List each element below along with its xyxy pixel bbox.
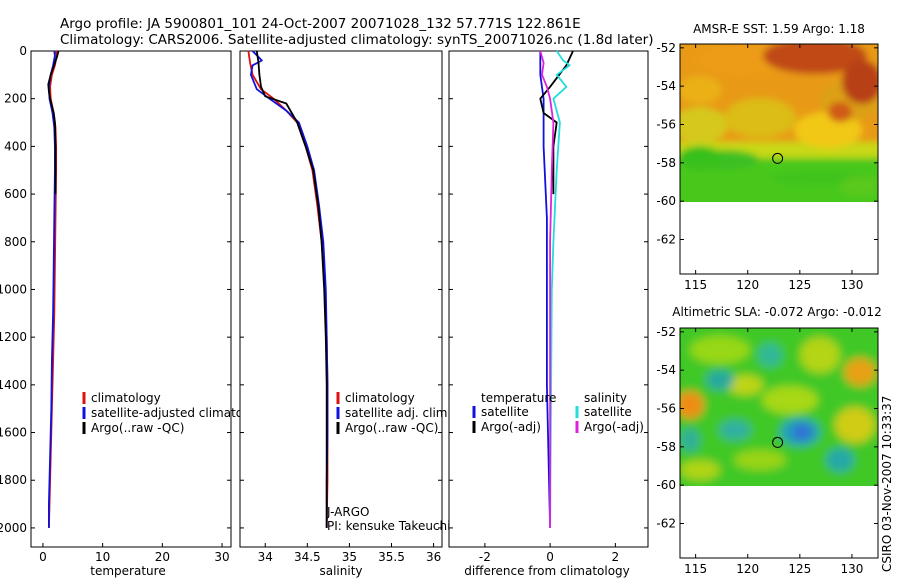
sla-map-title: Altimetric SLA: -0.072 Argo: -0.012 xyxy=(672,305,881,319)
salinity-xtick-label: 36 xyxy=(426,550,441,564)
difference-xtick-label: 2 xyxy=(612,550,620,564)
temperature-ytick-label: 400 xyxy=(4,139,27,153)
difference-legend-label: satellite xyxy=(584,405,632,419)
sst_map-xtick-label: 125 xyxy=(788,278,811,292)
sst-argo-location-marker xyxy=(772,152,784,164)
sla_map-xtick-label: 130 xyxy=(840,562,863,576)
sla-argo-location-marker xyxy=(772,436,784,448)
salinity-annotation-group: J-ARGO xyxy=(326,505,369,519)
temperature-ytick-label: 1200 xyxy=(0,330,27,344)
figure-title-line2: Climatology: CARS2006. Satellite-adjuste… xyxy=(60,32,653,48)
sla_map-xtick-label: 120 xyxy=(736,562,759,576)
sst_map-ytick-label: -54 xyxy=(656,79,676,93)
sla-map-panel: Altimetric SLA: -0.072 Argo: -0.012 xyxy=(656,305,881,576)
sla_map-ytick-label: -60 xyxy=(656,478,676,492)
temperature-ytick-label: 600 xyxy=(4,187,27,201)
temperature-series-2 xyxy=(47,50,60,195)
temperature-legend-label: Argo(..raw -QC) xyxy=(91,421,184,435)
sst-map-frame xyxy=(679,43,879,275)
salinity-series-2 xyxy=(255,50,328,528)
sla_map-xtick-label: 115 xyxy=(684,562,707,576)
temperature-ytick-label: 1400 xyxy=(0,378,27,392)
sst-map-title: AMSR-E SST: 1.59 Argo: 1.18 xyxy=(693,22,865,36)
temperature-xtick-label: 30 xyxy=(214,550,229,564)
salinity-xtick-label: 35 xyxy=(342,550,357,564)
credit-timestamp: CSIRO 03-Nov-2007 10:33:37 xyxy=(880,396,894,572)
sst_map-xtick-label: 120 xyxy=(736,278,759,292)
salinity-axes-frame xyxy=(239,50,443,548)
sla_map-ytick-label: -52 xyxy=(656,325,676,339)
sst-map-panel: AMSR-E SST: 1.59 Argo: 1.18 xyxy=(656,22,879,292)
temperature-axes-frame xyxy=(30,50,232,548)
difference-series-3 xyxy=(539,50,555,528)
temperature-xtick-label: 0 xyxy=(39,550,47,564)
temperature-ytick-label: 800 xyxy=(4,235,27,249)
sla_map-ytick-label: -54 xyxy=(656,363,676,377)
sla-map-frame xyxy=(679,327,879,559)
figure-title-line1: Argo profile: JA 5900801_101 24-Oct-2007… xyxy=(60,16,581,32)
temperature-ytick-label: 0 xyxy=(19,44,27,58)
sst_map-xtick-label: 115 xyxy=(684,278,707,292)
sla_map-ytick-label: -58 xyxy=(656,440,676,454)
difference-legend-heading: salinity xyxy=(584,391,627,405)
sla_map-xtick-label: 125 xyxy=(788,562,811,576)
difference-series-0 xyxy=(539,51,551,528)
salinity-annotation-pi: PI: kensuke Takeuchi xyxy=(327,519,450,533)
salinity-xlabel: salinity xyxy=(319,564,362,578)
temperature-ytick-label: 2000 xyxy=(0,521,27,535)
difference-xtick-label: -2 xyxy=(479,550,491,564)
salinity-xtick-label: 35.5 xyxy=(378,550,405,564)
sst_map-xtick-label: 130 xyxy=(840,278,863,292)
sst_map-ytick-label: -62 xyxy=(656,233,676,247)
difference-legend-label: Argo(-adj) xyxy=(584,420,644,434)
temperature-panel: 0 10 20 30 0 200 400 600 800 1000 1200 1400 1600 1800… xyxy=(0,44,269,578)
salinity-xtick-label: 34.5 xyxy=(294,550,321,564)
salinity-legend-label: satellite adj. clim. xyxy=(345,406,451,420)
sla_map-ytick-label: -62 xyxy=(656,517,676,531)
sla_map-ytick-label: -56 xyxy=(656,402,676,416)
temperature-ytick-label: 1000 xyxy=(0,282,27,296)
sst_map-ytick-label: -60 xyxy=(656,194,676,208)
salinity-xtick-label: 34 xyxy=(258,550,273,564)
temperature-ytick-label: 1600 xyxy=(0,426,27,440)
sst_map-ytick-label: -52 xyxy=(656,41,676,55)
sst_map-ytick-label: -58 xyxy=(656,156,676,170)
temperature-legend-label: satellite-adjusted climatology xyxy=(91,406,269,420)
temperature-ytick-label: 1800 xyxy=(0,473,27,487)
temperature-xlabel: temperature xyxy=(90,564,165,578)
difference-legend-heading: temperature xyxy=(481,391,556,405)
sla-heatmap xyxy=(680,328,878,486)
temperature-xtick-label: 10 xyxy=(95,550,110,564)
difference-xtick-label: 0 xyxy=(546,550,554,564)
temperature-ytick-label: 200 xyxy=(4,92,27,106)
difference-xlabel: difference from climatology xyxy=(464,564,630,578)
sst-heatmap xyxy=(680,44,878,202)
sst_map-ytick-label: -56 xyxy=(656,118,676,132)
difference-legend-label: satellite xyxy=(481,405,529,419)
temperature-xtick-label: 20 xyxy=(155,550,170,564)
salinity-legend-label: Argo(..raw -QC) xyxy=(345,421,438,435)
difference-legend-label: Argo(-adj) xyxy=(481,420,541,434)
temperature-legend-label: climatology xyxy=(91,391,161,405)
salinity-legend-label: climatology xyxy=(345,391,415,405)
difference-series-2 xyxy=(549,50,571,528)
difference-panel: -2 0 2 temperaturesatelliteArgo(-adj)salin… xyxy=(448,50,649,578)
